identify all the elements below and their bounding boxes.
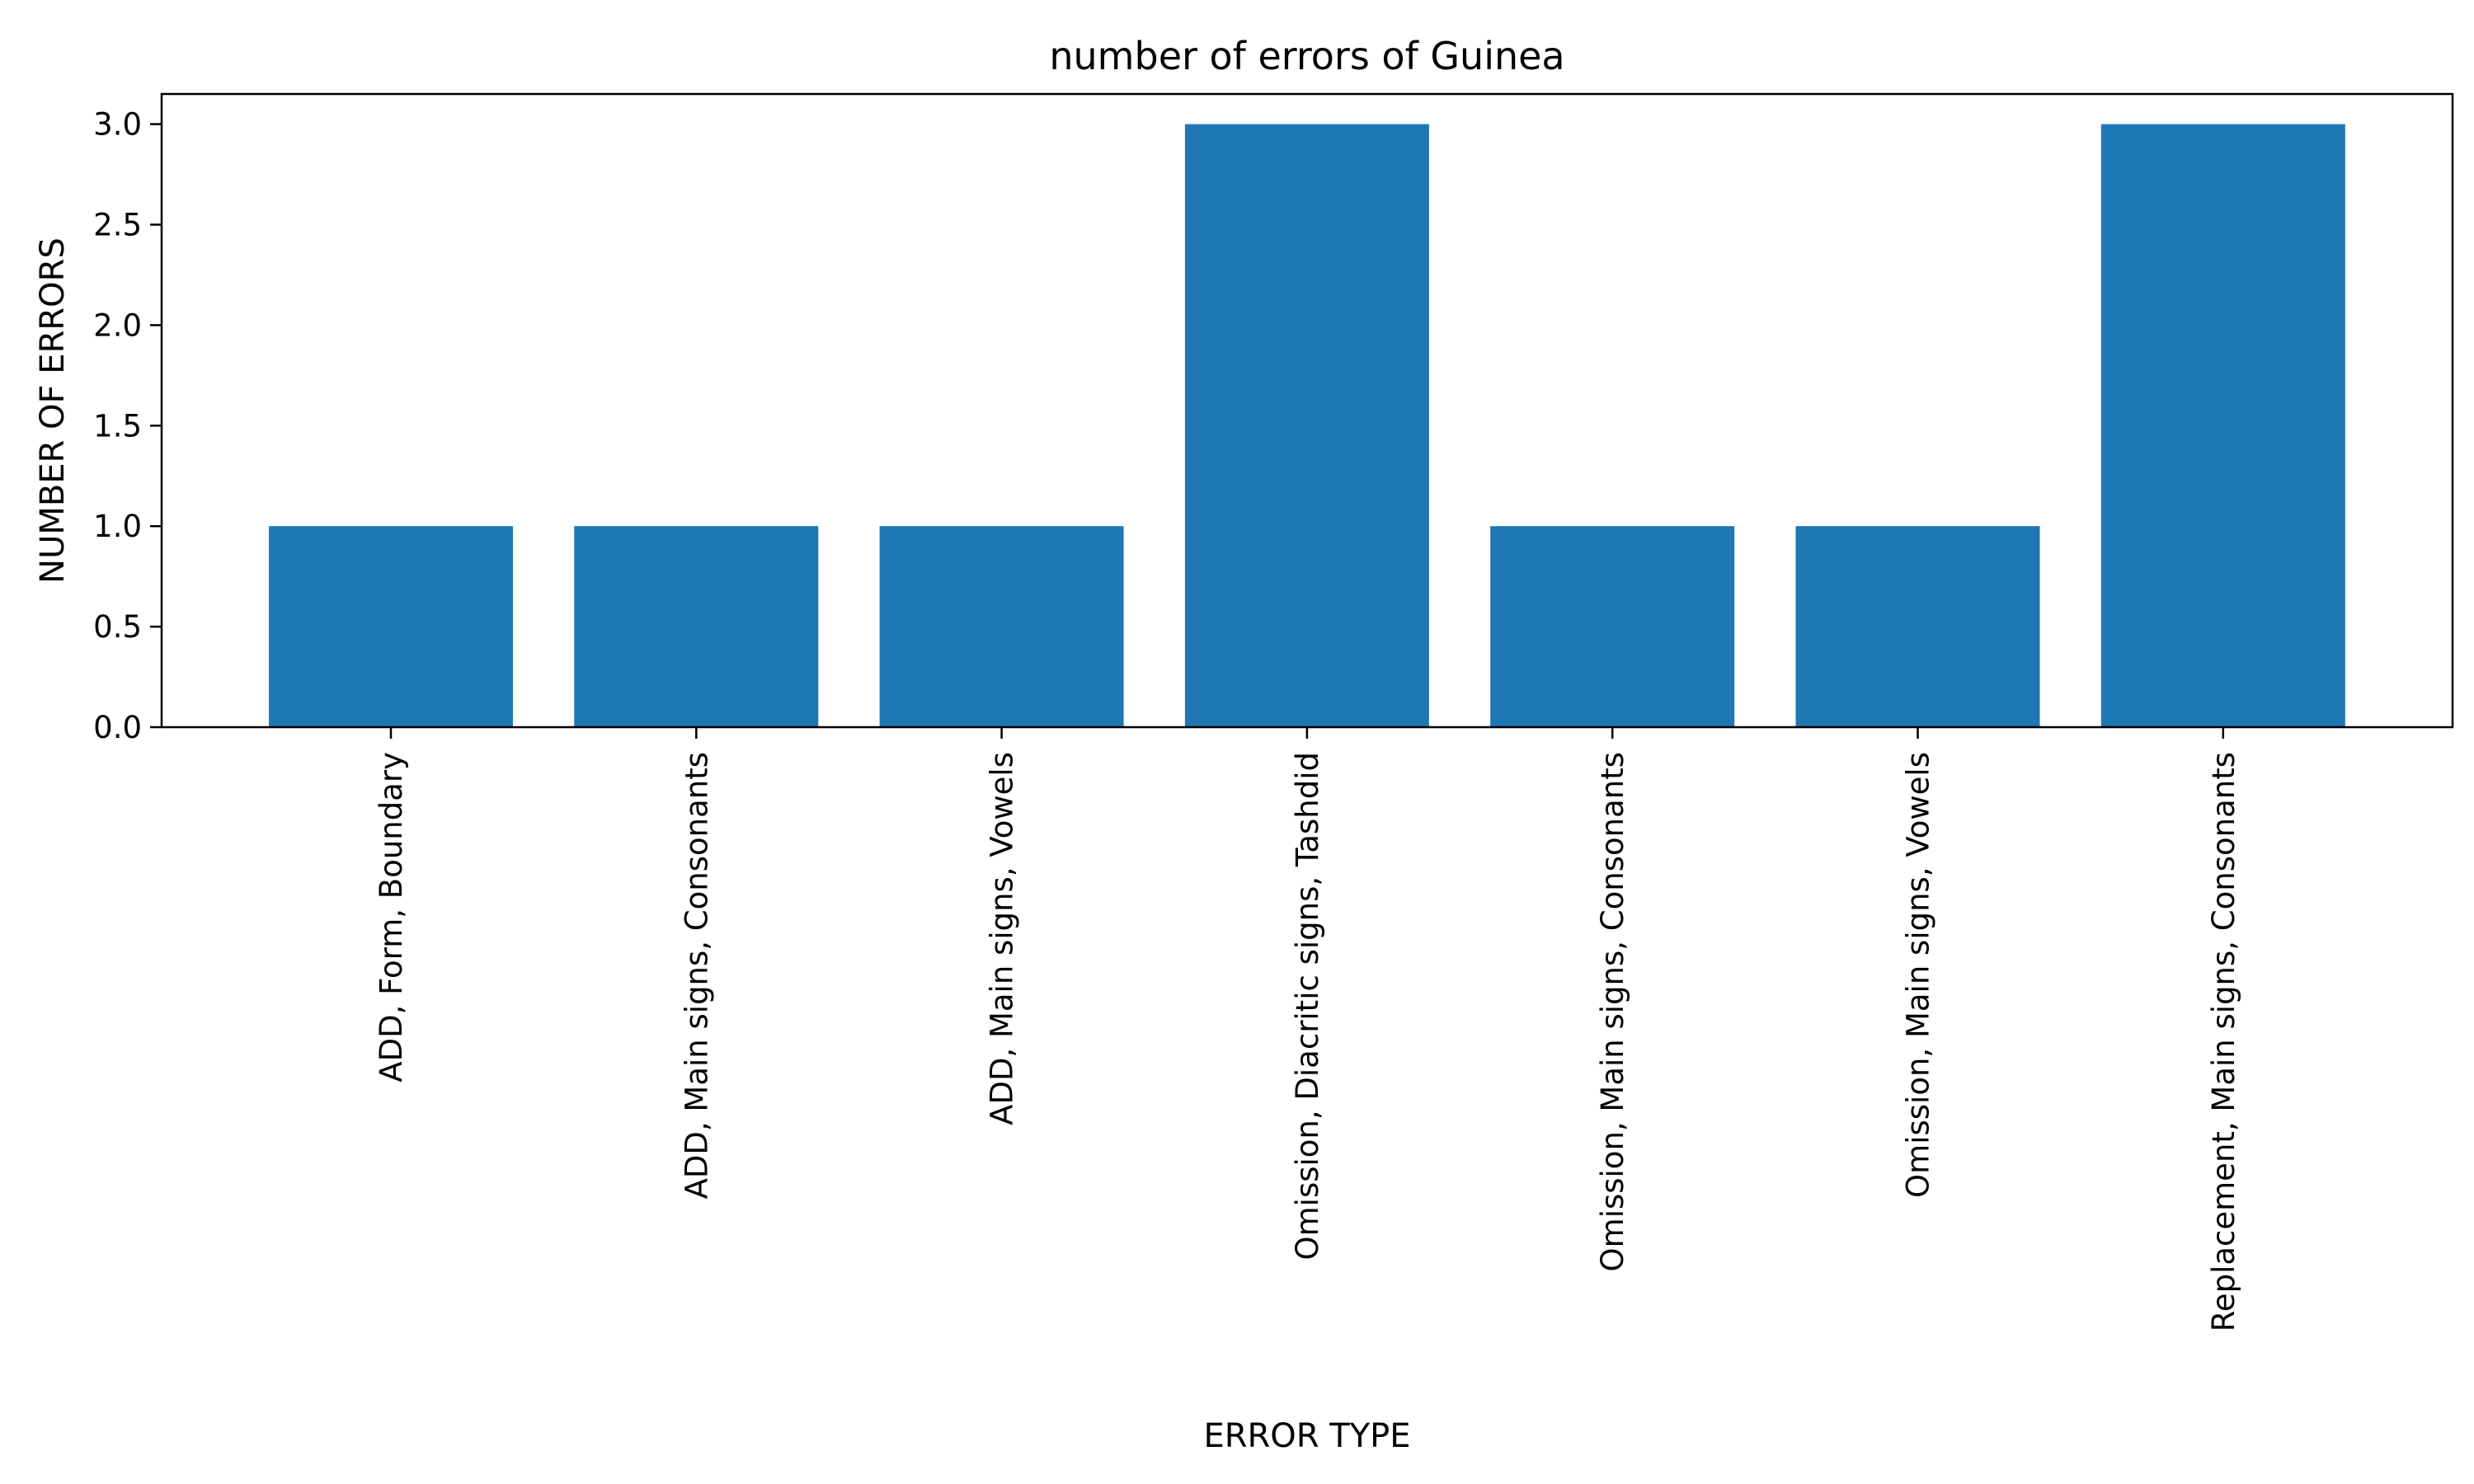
y-tick-label: 0.0 bbox=[93, 710, 142, 745]
bar bbox=[1490, 526, 1735, 727]
x-axis-label: ERROR TYPE bbox=[1203, 1417, 1410, 1455]
plot-frame bbox=[160, 92, 2454, 729]
y-tick-label: 0.5 bbox=[93, 609, 142, 645]
y-tick-label: 2.5 bbox=[93, 207, 142, 242]
x-axis-ticks: ADD, Form, Boundary ADD, Main signs, Cons… bbox=[374, 727, 2241, 1331]
x-tick-label: Omission, Diacritic signs, Tashdid bbox=[1290, 752, 1325, 1260]
y-tick-label: 3.0 bbox=[93, 107, 142, 143]
bar bbox=[574, 526, 819, 727]
bar bbox=[269, 526, 513, 727]
y-tick-label: 1.5 bbox=[93, 408, 142, 444]
chart-title: number of errors of Guinea bbox=[1049, 34, 1564, 78]
bar bbox=[1184, 124, 1429, 728]
x-tick-label: Omission, Main signs, Vowels bbox=[1901, 752, 1936, 1198]
bar bbox=[1795, 526, 2040, 727]
bars-group bbox=[269, 124, 2345, 728]
y-axis-label: NUMBER OF ERRORS bbox=[34, 237, 72, 584]
y-tick-label: 1.0 bbox=[93, 509, 142, 544]
x-tick-label: ADD, Form, Boundary bbox=[374, 752, 409, 1082]
bar bbox=[879, 526, 1124, 727]
y-axis-ticks: 0.0 0.5 1.0 1.5 2.0 2.5 3.0 bbox=[93, 107, 162, 745]
x-tick-label: Omission, Main signs, Consonants bbox=[1595, 752, 1630, 1271]
x-tick-label: ADD, Main signs, Vowels bbox=[985, 752, 1020, 1125]
y-tick-label: 2.0 bbox=[93, 308, 142, 343]
x-tick-label: ADD, Main signs, Consonants bbox=[679, 752, 714, 1199]
x-tick-label: Replacement, Main signs, Consonants bbox=[2206, 752, 2241, 1331]
bar bbox=[2100, 124, 2345, 728]
